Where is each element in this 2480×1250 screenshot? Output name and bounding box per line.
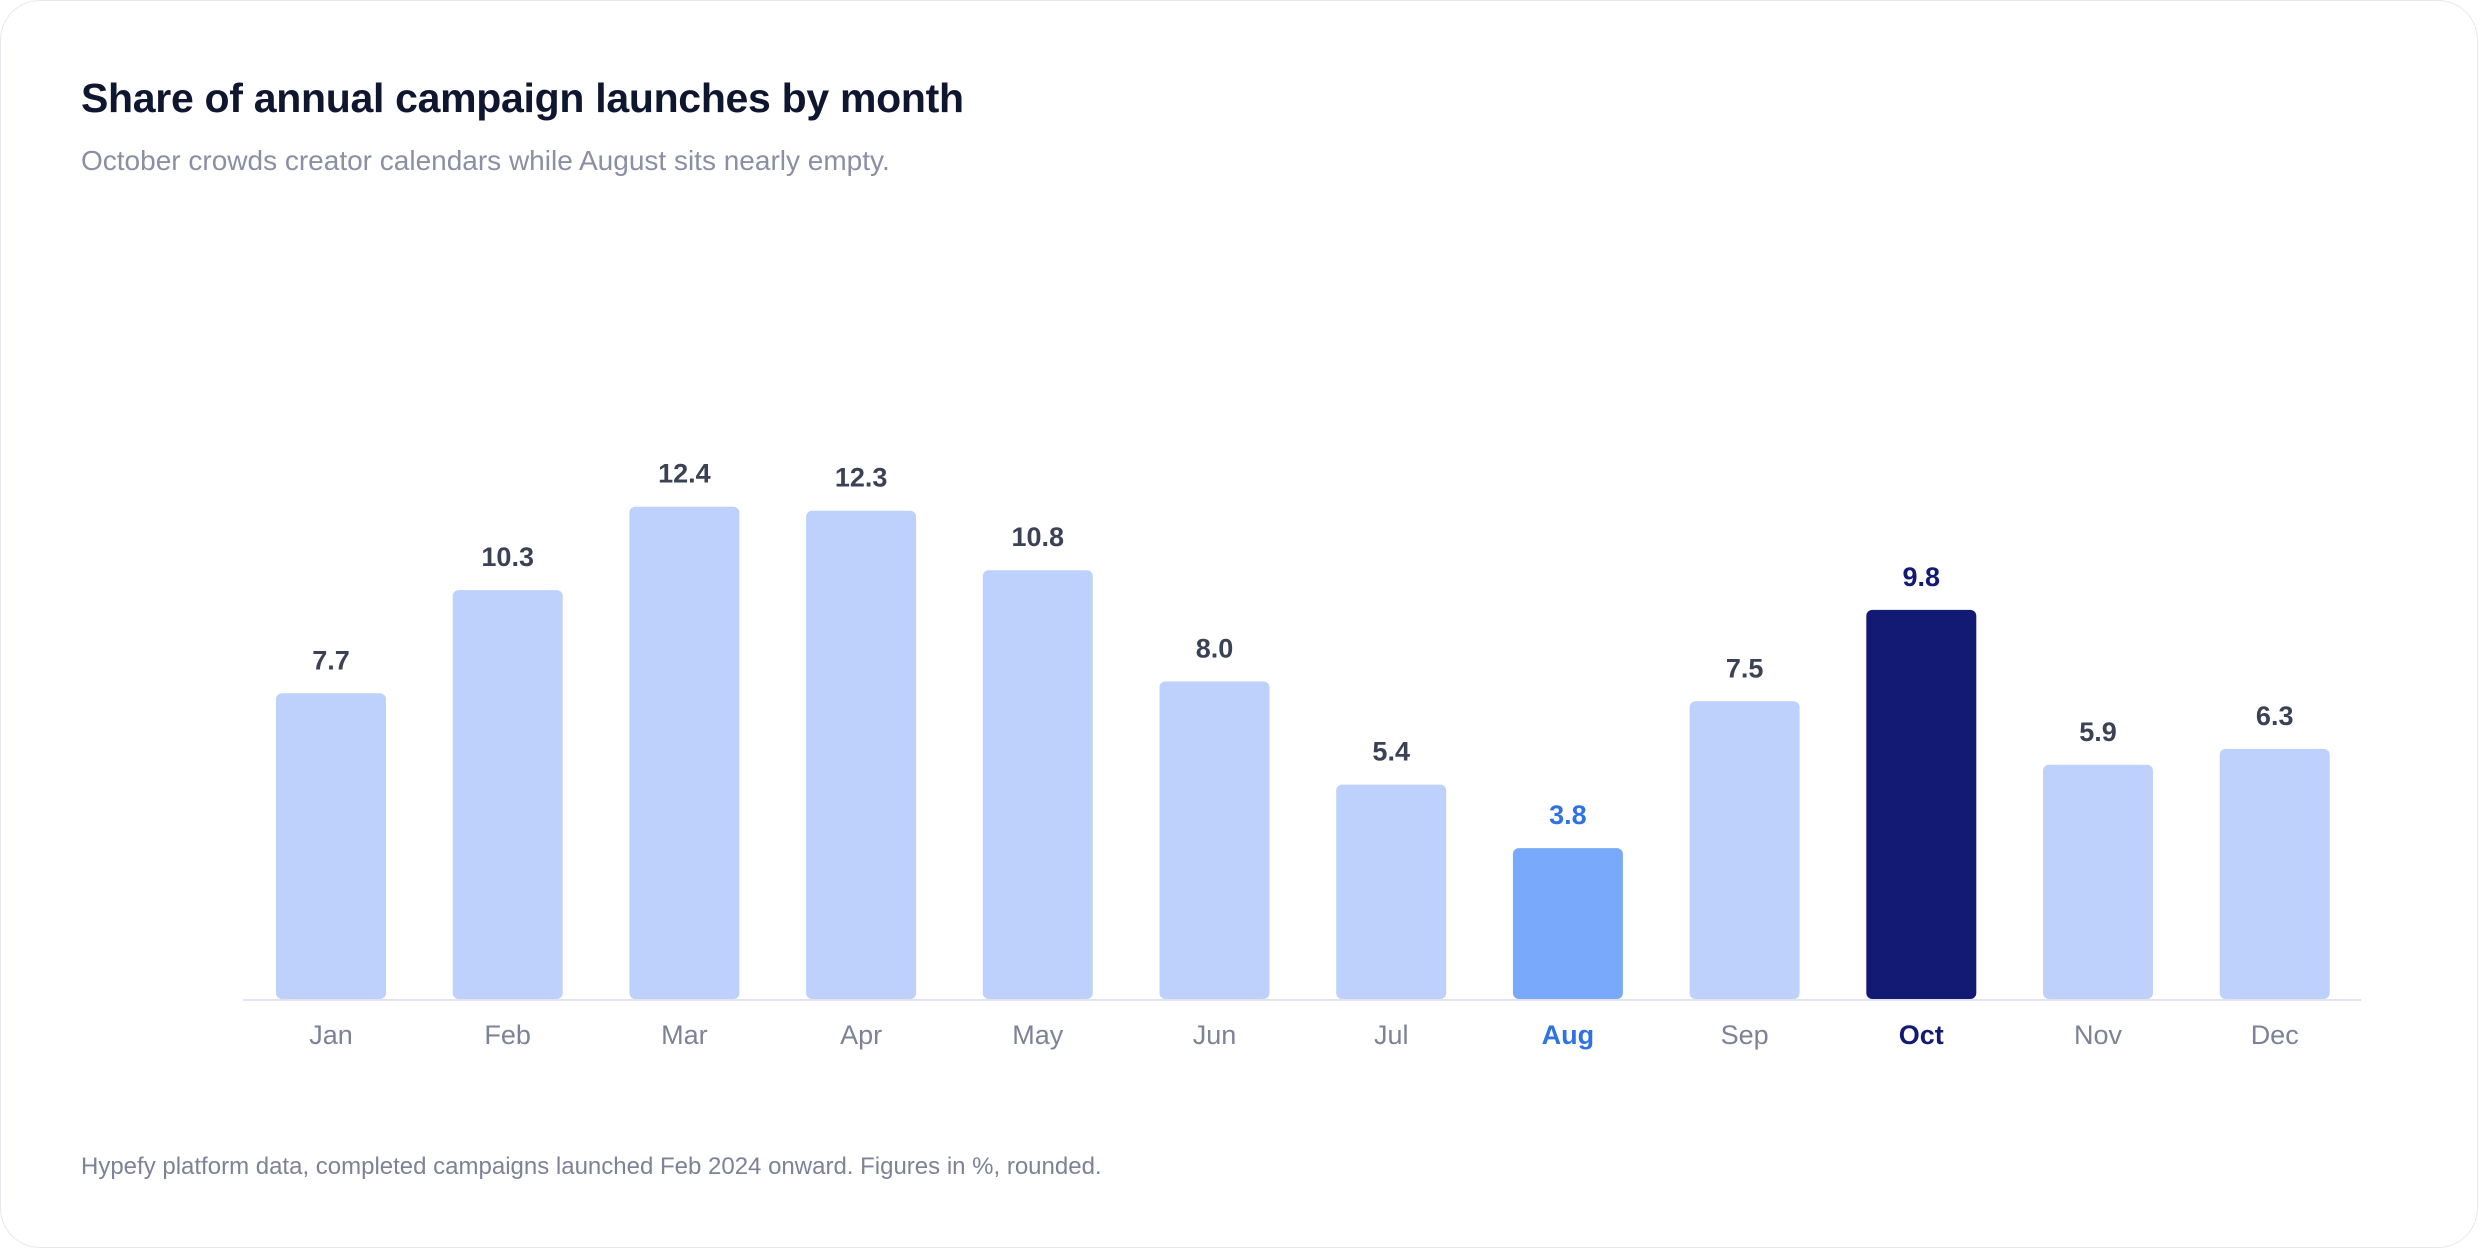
value-label-jun: 8.0 (1196, 633, 1234, 663)
chart-subtitle: October crowds creator calendars while A… (81, 145, 890, 176)
value-label-dec: 6.3 (2256, 701, 2294, 731)
bar-apr (806, 510, 917, 999)
tick-label-jun: Jun (1193, 1020, 1237, 1050)
tick-label-oct: Oct (1899, 1020, 1944, 1050)
chart-footnote: Hypefy platform data, completed campaign… (81, 1153, 1102, 1180)
bar-dec (2219, 748, 2330, 999)
tick-label-sep: Sep (1721, 1020, 1769, 1050)
value-label-jan: 7.7 (312, 645, 350, 675)
tick-label-jan: Jan (309, 1020, 353, 1050)
bar-jan (276, 693, 386, 999)
value-label-feb: 10.3 (481, 542, 534, 572)
bar-jul (1336, 784, 1447, 999)
bar-aug (1512, 848, 1623, 999)
x-axis-tick-labels: Jan Feb Mar Apr May Jun Jul Aug Sep Oct Nov Dec (309, 1020, 2298, 1050)
value-label-aug: 3.8 (1549, 800, 1587, 830)
bar-may (982, 570, 1093, 999)
bar-mar (629, 506, 740, 999)
bar-jun (1159, 681, 1270, 999)
value-label-nov: 5.9 (2079, 717, 2117, 747)
value-label-apr: 12.3 (835, 463, 888, 493)
tick-label-nov: Nov (2074, 1020, 2123, 1050)
tick-label-apr: Apr (840, 1020, 882, 1050)
value-label-may: 10.8 (1012, 522, 1065, 552)
value-label-sep: 7.5 (1726, 653, 1764, 683)
value-label-oct: 9.8 (1903, 562, 1941, 592)
tick-label-may: May (1012, 1020, 1064, 1050)
value-label-mar: 12.4 (658, 459, 711, 489)
tick-label-mar: Mar (661, 1020, 708, 1050)
value-labels: 7.7 10.3 12.4 12.3 10.8 8.0 5.4 3.8 7.5 9.8 5.9 6.3 (312, 459, 2293, 830)
tick-label-aug: Aug (1542, 1020, 1594, 1050)
chart-title: Share of annual campaign launches by mon… (81, 75, 964, 121)
tick-label-jul: Jul (1374, 1020, 1409, 1050)
tick-label-dec: Dec (2251, 1020, 2299, 1050)
bar-nov (2043, 764, 2153, 999)
bar-oct (1866, 609, 1977, 999)
bar-sep (1689, 701, 1800, 1000)
bar-series (276, 506, 2330, 1000)
value-label-jul: 5.4 (1372, 737, 1410, 767)
tick-label-feb: Feb (484, 1020, 531, 1050)
bar-feb (452, 590, 563, 999)
